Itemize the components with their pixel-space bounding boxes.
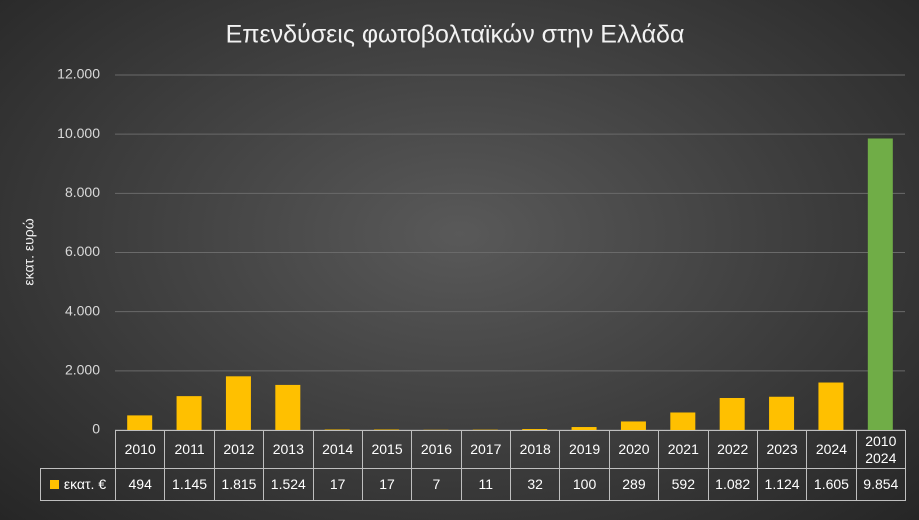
x-tick-label: 2024 (806, 430, 857, 469)
x-tick-label: 2015 (361, 430, 413, 469)
value-label: 100 (559, 468, 610, 501)
chart-title: Επενδύσεις φωτοβολταϊκών στην Ελλάδα (226, 21, 685, 49)
bar (127, 415, 153, 430)
x-tick-label: 2020 (608, 430, 660, 469)
y-tick-label: 0 (92, 421, 100, 437)
x-tick-label: 2019 (559, 430, 610, 469)
bar (769, 396, 795, 430)
bar (670, 412, 696, 430)
bar (867, 138, 893, 430)
value-label: 7 (411, 468, 462, 501)
bar (522, 429, 548, 430)
bar (374, 429, 400, 430)
x-tick-label: 2017 (460, 430, 512, 469)
legend-label: εκατ. € (63, 476, 107, 492)
value-label: 11 (460, 468, 512, 501)
value-label: 494 (114, 468, 166, 501)
legend-swatch (49, 480, 59, 489)
value-label: 1.605 (806, 468, 857, 501)
x-tick-label: 2011 (164, 430, 215, 469)
bar (225, 376, 251, 430)
value-label: 1.124 (756, 468, 808, 501)
category-row: 2010 2011 2012 2013 2014 2015 2016 2017 2018 2019… (40, 430, 907, 469)
y-tick-label: 8.000 (65, 184, 100, 200)
x-tick-label: 2014 (312, 430, 363, 469)
bar (275, 384, 301, 430)
x-tick-label: 2021 (658, 430, 709, 469)
x-tick-label: 2012 (213, 430, 265, 469)
y-tick-label: 6.000 (65, 243, 100, 259)
bar (620, 421, 646, 430)
x-tick-label: 2022 (707, 430, 758, 469)
value-label: 17 (361, 468, 413, 501)
x-tick-label: 2010 (114, 430, 166, 469)
value-row: εκατ. €494 1.145 1.815 1.524 17 17 7 11 32 100 289… (40, 468, 907, 501)
value-label: 1.145 (164, 468, 215, 501)
y-tick-label: 2.000 (65, 362, 100, 378)
bar (176, 396, 202, 430)
x-tick-label: 2018 (509, 430, 561, 469)
value-label: 17 (312, 468, 363, 501)
value-label: 32 (509, 468, 561, 501)
value-label: 1.524 (263, 468, 314, 501)
bar (571, 427, 597, 430)
value-label: 289 (608, 468, 660, 501)
y-tick-label: 4.000 (65, 302, 100, 318)
y-axis-title: εκατ. ευρώ (21, 218, 37, 285)
x-tick-label: 2023 (756, 430, 808, 469)
bar (818, 382, 844, 430)
legend-cell: εκατ. € (40, 468, 116, 501)
value-label: 1.815 (213, 468, 265, 501)
x-tick-label: 2013 (263, 430, 314, 469)
bar (719, 397, 745, 430)
data-table: 2010 2011 2012 2013 2014 2015 2016 2017 2018 2019… (40, 430, 907, 501)
y-tick-label: 10.000 (57, 125, 100, 141)
bar (324, 429, 350, 430)
corner-cell (40, 430, 116, 469)
y-tick-label: 12.000 (57, 66, 100, 82)
value-label: 9.854 (855, 468, 907, 501)
value-label: 592 (658, 468, 709, 501)
x-tick-label: 2016 (411, 430, 462, 469)
x-tick-label: 2010 2024 (855, 430, 907, 469)
value-label: 1.082 (707, 468, 758, 501)
